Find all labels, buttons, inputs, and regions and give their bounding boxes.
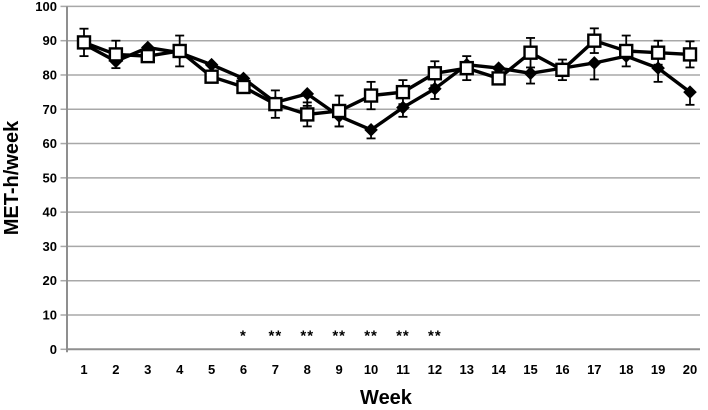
significance-asterisk: **: [300, 327, 314, 344]
square-marker: [523, 45, 538, 60]
square-marker: [172, 43, 187, 59]
y-tick-label: 50: [43, 170, 57, 185]
square-marker: [682, 47, 698, 62]
square-marker: [331, 103, 347, 119]
diamond-marker: [364, 123, 378, 137]
x-tick-label: 3: [144, 362, 151, 377]
gridlines: [67, 5, 700, 351]
square-marker: [587, 33, 602, 48]
diamond-marker: [523, 66, 538, 81]
square-marker: [650, 45, 666, 60]
significance-asterisk: **: [332, 327, 346, 344]
y-tick-label: 60: [43, 136, 57, 151]
significance-asterisk: **: [269, 327, 283, 344]
significance-asterisk: **: [364, 327, 378, 344]
diamond-marker: [651, 61, 665, 75]
x-tick-label: 19: [651, 362, 665, 377]
x-tick-label: 15: [523, 362, 537, 377]
square-marker: [619, 43, 634, 59]
series-markers: [76, 33, 698, 137]
y-tick-label: 30: [43, 239, 57, 254]
x-tick-label: 14: [491, 362, 506, 377]
significance-asterisk: **: [396, 327, 410, 344]
square-marker: [300, 107, 315, 122]
x-tick-label: 17: [587, 362, 601, 377]
y-tick-label: 40: [43, 205, 57, 220]
square-marker: [459, 60, 474, 76]
x-axis-title: Week: [360, 387, 413, 409]
diamond-marker: [396, 100, 410, 115]
x-tick-label: 10: [364, 362, 378, 377]
diamond-marker: [587, 56, 602, 70]
significance-asterisk: **: [428, 327, 442, 344]
x-tick-label: 18: [619, 362, 633, 377]
y-tick-label: 90: [43, 33, 57, 48]
square-marker: [491, 71, 506, 86]
y-axis: 0 10 20 30 40 50 60 70 80 90 100: [35, 0, 68, 357]
square-marker: [76, 35, 92, 50]
x-tick-label: 5: [208, 362, 215, 377]
square-marker: [555, 62, 570, 78]
x-axis: 1 2 3 4 5 6 7 8 9 10 11 12 13 14 15 16 17 18 19 20: [67, 348, 700, 377]
diamond-marker: [204, 57, 219, 72]
y-tick-label: 0: [50, 342, 57, 357]
x-tick-label: 7: [272, 362, 279, 377]
x-tick-label: 11: [396, 362, 410, 377]
y-tick-label: 10: [43, 308, 57, 323]
x-tick-label: 9: [336, 362, 343, 377]
significance-markers: * ** ** ** ** ** **: [240, 327, 442, 344]
y-tick-label: 100: [35, 0, 57, 14]
y-tick-label: 80: [43, 67, 57, 82]
square-marker: [268, 96, 283, 112]
y-tick-label: 70: [43, 102, 57, 117]
square-marker: [236, 79, 251, 95]
x-tick-label: 1: [80, 362, 87, 377]
x-tick-label: 6: [240, 362, 247, 377]
x-tick-label: 2: [112, 362, 119, 377]
x-tick-label: 13: [460, 362, 474, 377]
y-axis-title: MET-h/week: [1, 120, 23, 235]
square-marker: [108, 47, 124, 62]
diamond-marker: [300, 87, 315, 101]
x-tick-label: 16: [555, 362, 569, 377]
square-marker: [427, 66, 443, 81]
diamond-marker: [428, 81, 442, 96]
square-marker: [363, 88, 379, 103]
x-tick-label: 12: [428, 362, 442, 377]
x-tick-label: 4: [176, 362, 184, 377]
diamond-marker: [683, 85, 697, 99]
square-marker: [395, 84, 411, 100]
x-tick-label: 20: [683, 362, 697, 377]
square-marker: [204, 69, 219, 84]
square-marker: [140, 48, 155, 64]
significance-asterisk: *: [240, 327, 247, 344]
y-tick-label: 20: [43, 273, 57, 288]
x-tick-label: 8: [304, 362, 311, 377]
